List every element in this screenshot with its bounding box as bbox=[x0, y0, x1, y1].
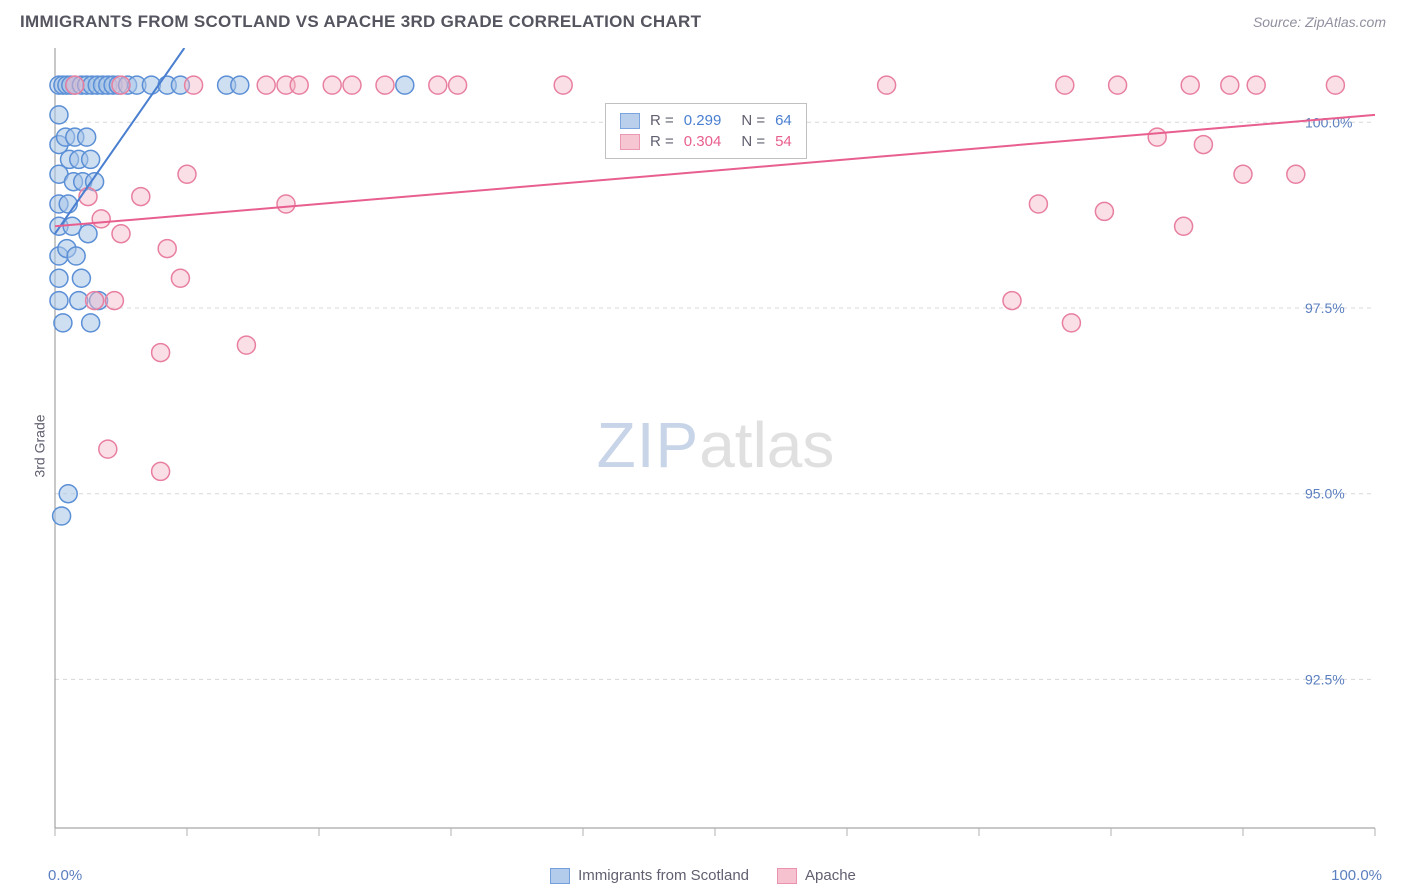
correlation-legend-row: R = 0.304 N = 54 bbox=[620, 131, 792, 152]
legend-r-value: 0.299 bbox=[684, 112, 722, 129]
chart-source: Source: ZipAtlas.com bbox=[1253, 14, 1386, 30]
legend-n-label: N = bbox=[741, 133, 765, 150]
x-axis-min-label: 0.0% bbox=[48, 867, 82, 884]
svg-text:95.0%: 95.0% bbox=[1305, 486, 1345, 502]
series-legend-label: Apache bbox=[805, 867, 856, 884]
legend-n-value: 64 bbox=[775, 112, 792, 129]
svg-text:92.5%: 92.5% bbox=[1305, 671, 1345, 687]
chart-header: IMMIGRANTS FROM SCOTLAND VS APACHE 3RD G… bbox=[0, 0, 1406, 40]
legend-swatch bbox=[777, 868, 797, 884]
legend-n-label: N = bbox=[741, 112, 765, 129]
legend-r-label: R = bbox=[650, 133, 674, 150]
chart-container: 92.5%95.0%97.5%100.0% ZIPatlas R = 0.299… bbox=[45, 48, 1386, 842]
series-legend-item: Immigrants from Scotland bbox=[550, 867, 749, 884]
scatter-chart: 92.5%95.0%97.5%100.0% bbox=[45, 48, 1385, 842]
correlation-legend-row: R = 0.299 N = 64 bbox=[620, 110, 792, 131]
legend-swatch bbox=[620, 113, 640, 129]
series-legend-label: Immigrants from Scotland bbox=[578, 867, 749, 884]
svg-text:97.5%: 97.5% bbox=[1305, 300, 1345, 316]
x-axis-max-label: 100.0% bbox=[1331, 867, 1382, 884]
legend-swatch bbox=[620, 134, 640, 150]
series-legend: Immigrants from Scotland Apache bbox=[0, 867, 1406, 884]
series-legend-item: Apache bbox=[777, 867, 856, 884]
legend-n-value: 54 bbox=[775, 133, 792, 150]
legend-swatch bbox=[550, 868, 570, 884]
legend-r-label: R = bbox=[650, 112, 674, 129]
correlation-legend: R = 0.299 N = 64 R = 0.304 N = 54 bbox=[605, 103, 807, 159]
chart-title: IMMIGRANTS FROM SCOTLAND VS APACHE 3RD G… bbox=[20, 12, 701, 32]
legend-r-value: 0.304 bbox=[684, 133, 722, 150]
